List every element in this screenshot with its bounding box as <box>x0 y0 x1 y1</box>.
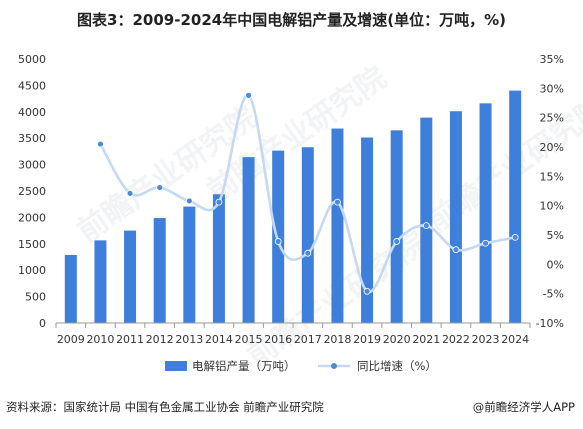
y-right-tick-label: 15% <box>540 170 564 183</box>
y-left-tick-label: 500 <box>25 291 46 304</box>
x-tick-label: 2022 <box>442 333 470 346</box>
bar-2012 <box>153 218 166 323</box>
y-left-tick-label: 3000 <box>18 159 46 172</box>
bar-2009 <box>64 254 77 323</box>
y-right-axis: -10% -5% 0% 5% 10% 15% 20% 25% 30% 35% <box>536 53 564 330</box>
y-left-tick-label: 2000 <box>18 211 46 224</box>
legend-line-label: 同比增速（%） <box>357 359 437 373</box>
y-right-tick-label: 5% <box>547 229 564 242</box>
bar-2022 <box>449 111 462 323</box>
y-right-tick-label: -5% <box>543 288 564 301</box>
bar-2016 <box>272 150 285 323</box>
credit-note: @前瞻经济学人APP <box>472 400 575 414</box>
legend-bar-label: 电解铝产量（万吨） <box>192 359 296 373</box>
x-tick-label: 2015 <box>235 333 263 346</box>
source-note: 资料来源：国家统计局 中国有色金属工业协会 前瞻产业研究院 <box>6 400 324 414</box>
y-right-tick-label: 35% <box>540 53 564 66</box>
bar-2019 <box>361 137 374 323</box>
growth-point-2016 <box>274 238 282 245</box>
legend: 电解铝产量（万吨） 同比增速（%） <box>165 359 437 373</box>
bar-2010 <box>94 240 107 323</box>
x-tick-label: 2016 <box>264 333 292 346</box>
y-left-tick-label: 2500 <box>18 185 46 198</box>
x-tick-label: 2009 <box>57 333 85 346</box>
growth-point-2010 <box>97 140 104 148</box>
growth-point-2013 <box>185 197 193 205</box>
y-right-tick-label: 30% <box>540 82 564 95</box>
y-right-tick-label: 0% <box>547 258 564 271</box>
bar-2015 <box>242 157 255 323</box>
x-axis: 2009 2010 2011 2012 2013 2014 2015 2016 2017 2018… <box>55 322 531 346</box>
x-tick-label: 2020 <box>383 333 411 346</box>
growth-point-2011 <box>126 189 134 197</box>
growth-point-2017 <box>304 249 312 257</box>
bar-series <box>64 90 522 324</box>
y-left-axis: 0 500 1000 1500 2000 2500 3000 3500 4000 4500 5000 <box>18 53 46 330</box>
x-tick-label: 2023 <box>472 333 500 346</box>
growth-point-2024 <box>511 233 519 241</box>
x-tick-label: 2018 <box>323 333 351 346</box>
bar-2011 <box>124 230 137 323</box>
y-left-tick-label: 0 <box>39 317 46 330</box>
growth-point-2018 <box>334 198 341 206</box>
growth-point-2020 <box>393 238 401 245</box>
x-tick-label: 2017 <box>294 333 322 346</box>
growth-point-2015 <box>245 91 252 99</box>
bar-2013 <box>183 206 196 323</box>
y-right-tick-label: 10% <box>540 200 564 213</box>
x-tick-label: 2013 <box>175 333 203 346</box>
y-left-tick-label: 1000 <box>18 264 46 277</box>
growth-point-2019 <box>363 287 371 295</box>
bar-2024 <box>509 90 522 323</box>
x-tick-label: 2012 <box>146 333 174 346</box>
y-left-tick-label: 3500 <box>18 132 46 145</box>
line-series <box>97 91 519 295</box>
bar-2021 <box>420 117 433 323</box>
bar-2020 <box>390 130 403 323</box>
x-tick-label: 2024 <box>501 333 529 346</box>
x-tick-label: 2011 <box>116 333 144 346</box>
bar-2023 <box>479 103 492 324</box>
growth-point-2012 <box>156 184 164 191</box>
y-left-tick-label: 4500 <box>18 79 46 92</box>
chart-title: 图表3：2009-2024年中国电解铝产量及增速(单位：万吨，%) <box>77 11 506 29</box>
growth-point-2022 <box>452 246 460 254</box>
growth-point-2023 <box>482 239 489 247</box>
y-left-tick-label: 5000 <box>18 53 46 66</box>
y-left-tick-label: 4000 <box>18 106 46 119</box>
bar-2018 <box>331 128 344 323</box>
x-tick-label: 2021 <box>412 333 440 346</box>
y-left-tick-label: 1500 <box>18 238 46 251</box>
x-tick-label: 2010 <box>86 333 114 346</box>
bar-2017 <box>301 147 314 323</box>
y-right-tick-label: 20% <box>540 141 564 154</box>
growth-line <box>99 94 516 293</box>
y-right-tick-label: -10% <box>536 317 564 330</box>
legend-bar-swatch <box>165 361 187 371</box>
y-right-tick-label: 25% <box>540 112 564 125</box>
legend-line-marker <box>331 363 337 369</box>
growth-point-2014 <box>215 198 223 206</box>
x-tick-label: 2019 <box>353 333 381 346</box>
growth-point-2021 <box>422 222 430 230</box>
bar-2014 <box>212 194 225 323</box>
x-tick-label: 2014 <box>205 333 233 346</box>
